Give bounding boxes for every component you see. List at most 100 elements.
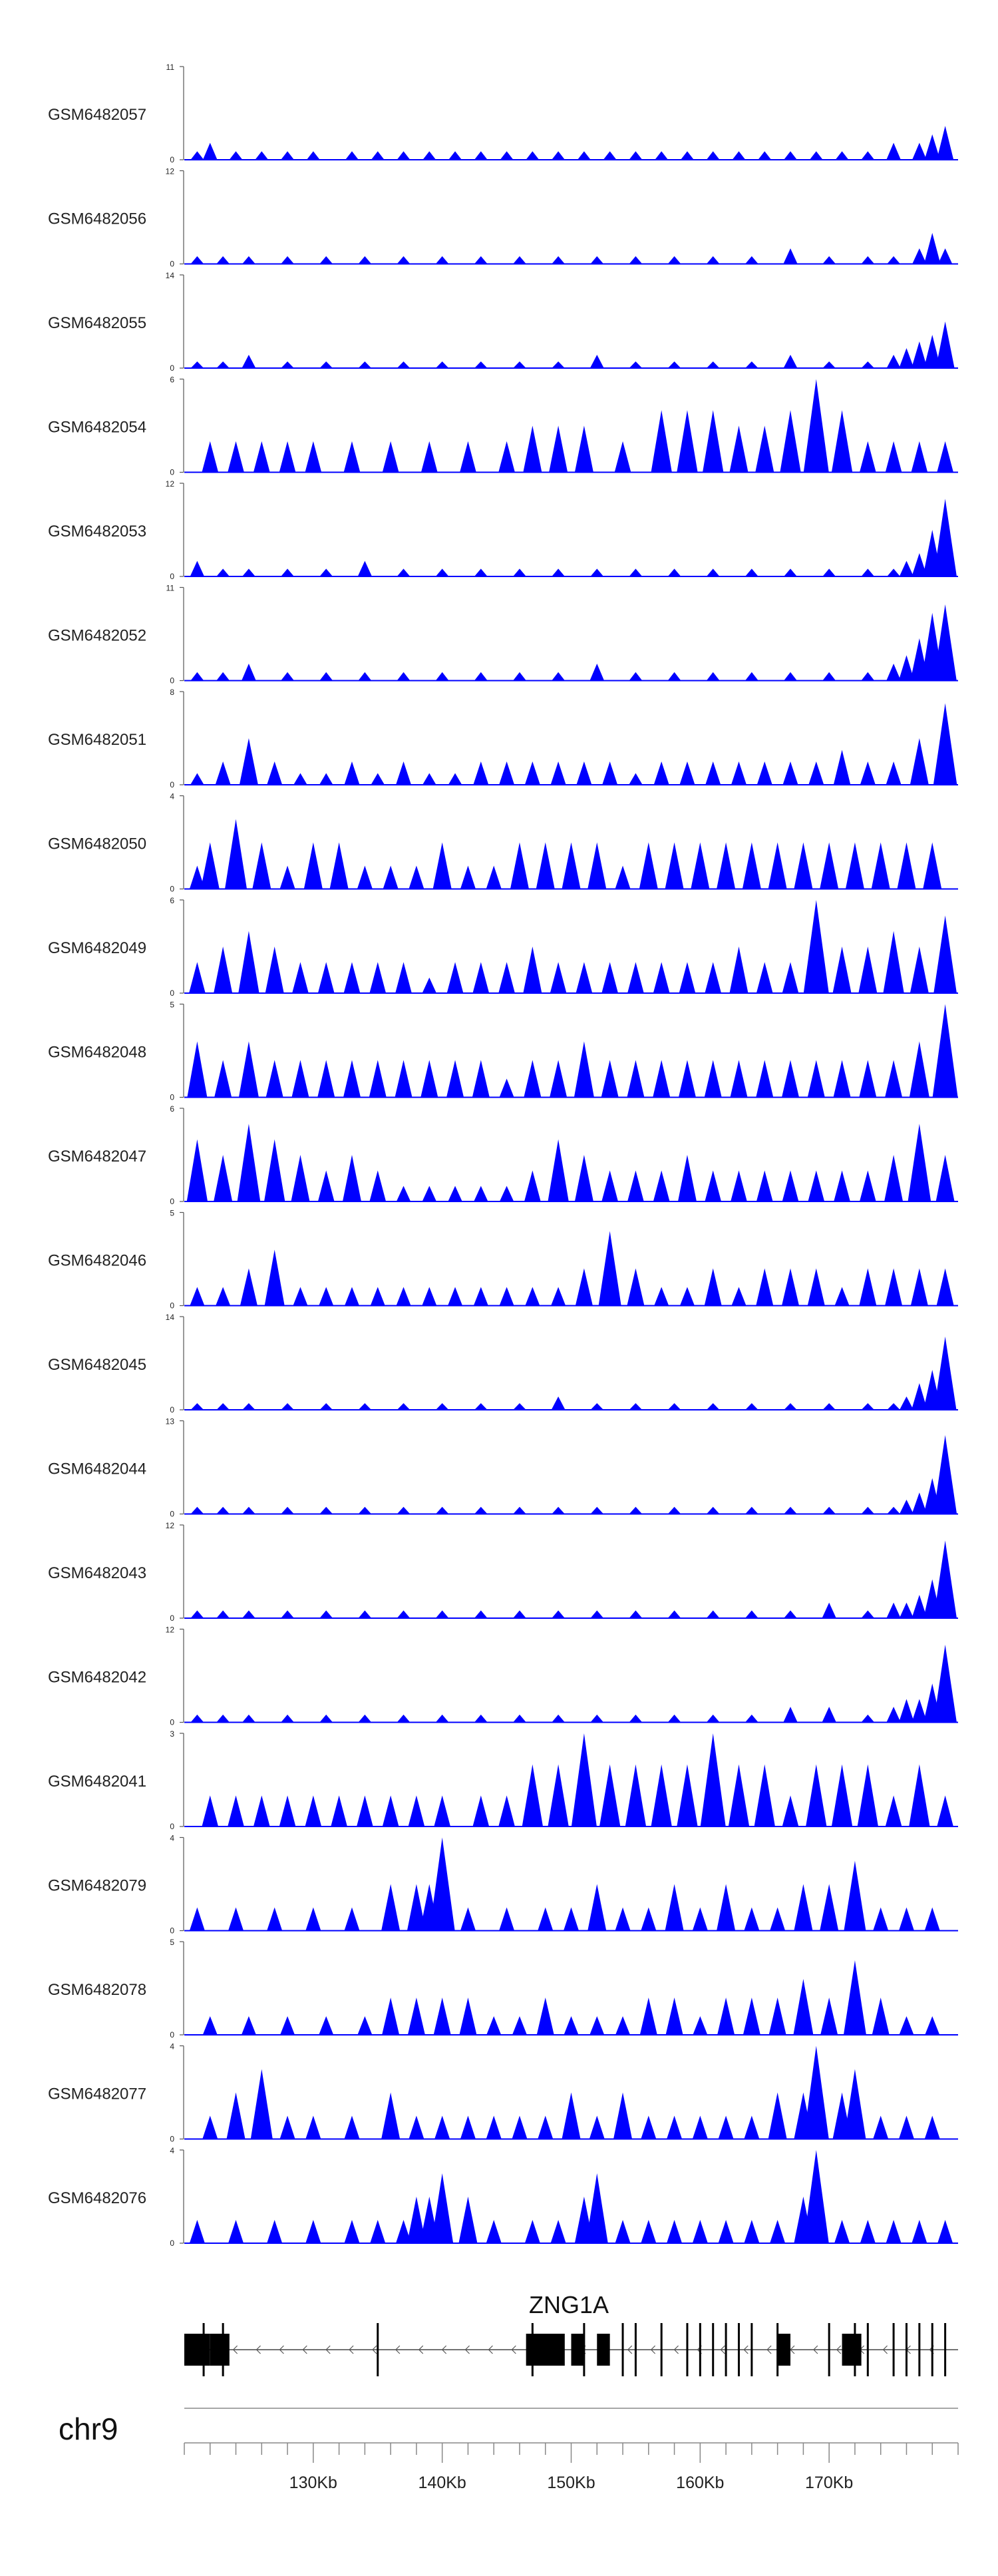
track-label: GSM6482042 [48, 1669, 146, 1687]
peak [189, 865, 205, 889]
peak [745, 256, 758, 264]
y-min-label: 0 [170, 1926, 174, 1936]
peak [574, 425, 593, 473]
peak [536, 842, 555, 889]
peak [474, 1506, 488, 1514]
peak [189, 962, 206, 993]
peak [706, 1506, 720, 1514]
peak [395, 962, 412, 993]
strand-arrow [302, 2345, 307, 2354]
peak [886, 2220, 902, 2243]
track: GSM6482056 12 0 [48, 167, 958, 269]
peak [859, 1060, 877, 1098]
peak [667, 1714, 681, 1723]
peak [238, 1041, 259, 1098]
peak [803, 2045, 829, 2139]
exon-boundary [905, 2323, 908, 2376]
peak [641, 1907, 657, 1931]
peak [281, 361, 294, 368]
peak [932, 1004, 958, 1098]
peak [358, 256, 372, 264]
peak [912, 1595, 927, 1618]
peak [935, 1155, 955, 1201]
peak [629, 672, 643, 681]
peak [500, 151, 514, 160]
peak [458, 2197, 478, 2243]
peak [397, 672, 411, 681]
peak [629, 568, 643, 576]
peak [898, 2115, 914, 2139]
peak [899, 348, 914, 368]
peak [627, 1170, 644, 1201]
peak [933, 499, 957, 576]
peak [358, 672, 372, 681]
strand-arrow [882, 2345, 888, 2354]
peak [432, 842, 452, 889]
peak [305, 2115, 321, 2139]
peak [202, 2115, 218, 2139]
peak [513, 256, 526, 264]
y-max-label: 13 [166, 1417, 175, 1426]
peak [513, 672, 526, 681]
peak [216, 256, 230, 264]
peak [884, 1155, 904, 1201]
peak [679, 962, 696, 993]
peak [822, 361, 836, 368]
peak [745, 568, 758, 576]
peak [590, 1506, 604, 1514]
peak [629, 773, 643, 785]
peak [861, 672, 875, 681]
peak [679, 761, 695, 785]
peak [665, 842, 684, 889]
peak [615, 865, 631, 889]
strand-arrow [464, 2345, 470, 2354]
peak [704, 1268, 722, 1306]
peak [629, 1610, 643, 1618]
peak [395, 1060, 413, 1098]
peak [822, 1506, 836, 1514]
peak [744, 2220, 760, 2243]
peak [861, 256, 875, 264]
peak [343, 962, 361, 993]
peak [576, 962, 593, 993]
peak [705, 761, 721, 785]
peak [590, 1714, 604, 1723]
peak [692, 2220, 708, 2243]
peak [253, 1795, 270, 1826]
peak [887, 1403, 900, 1410]
peak [214, 1060, 232, 1098]
peak [357, 1795, 373, 1826]
peak [370, 2220, 386, 2243]
peak [667, 2220, 683, 2243]
peak [745, 1403, 758, 1410]
peak [589, 355, 604, 368]
peak [329, 842, 349, 889]
peak [474, 1610, 488, 1618]
peak [844, 1860, 866, 1931]
peak [590, 256, 604, 264]
peak [319, 568, 333, 576]
peak [214, 947, 233, 993]
peak [216, 568, 230, 576]
peak [397, 568, 411, 576]
peak [886, 142, 901, 160]
peak [397, 151, 411, 160]
peak [344, 2220, 360, 2243]
peak [728, 1764, 750, 1826]
peak [317, 1060, 335, 1098]
track: GSM6482078 5 0 [48, 1938, 958, 2039]
peak [422, 773, 436, 785]
strand-arrow [255, 2345, 261, 2354]
strand-arrow [627, 2345, 633, 2354]
y-min-label: 0 [170, 260, 174, 269]
peak [279, 1795, 296, 1826]
strand-arrow [813, 2345, 818, 2354]
peak [407, 1884, 426, 1931]
exon-boundary [634, 2323, 637, 2376]
peak [524, 1060, 542, 1098]
peak [629, 1714, 643, 1723]
peak [832, 947, 852, 993]
peak [216, 361, 230, 368]
peak [229, 151, 243, 160]
